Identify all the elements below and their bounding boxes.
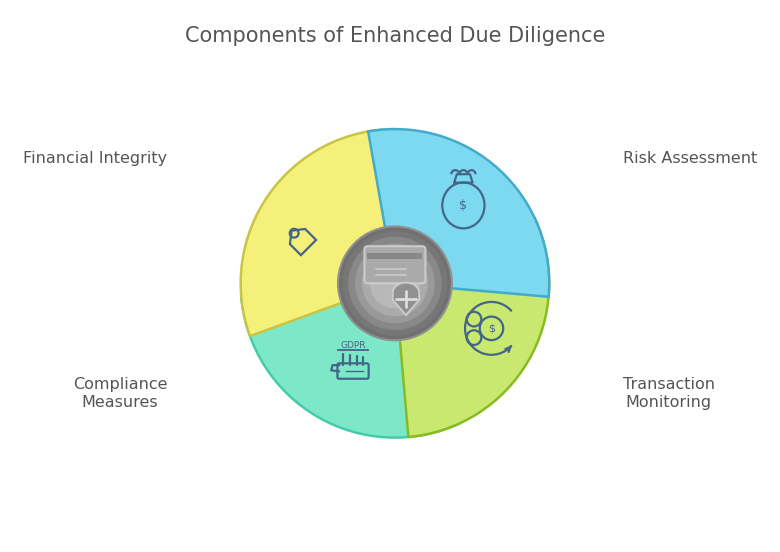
Bar (367, 253, 423, 259)
Wedge shape (241, 129, 395, 336)
Text: $: $ (488, 323, 495, 333)
Text: Transaction
Monitoring: Transaction Monitoring (622, 378, 714, 410)
Circle shape (348, 237, 441, 330)
Text: Financial Integrity: Financial Integrity (23, 151, 167, 166)
Text: Compliance
Measures: Compliance Measures (73, 378, 167, 410)
Text: GDPR: GDPR (340, 342, 366, 351)
Wedge shape (241, 283, 460, 438)
Circle shape (355, 243, 434, 323)
Wedge shape (368, 129, 549, 297)
FancyBboxPatch shape (364, 246, 425, 283)
Circle shape (342, 231, 447, 336)
Text: Risk Assessment: Risk Assessment (622, 151, 757, 166)
Circle shape (370, 258, 420, 309)
Wedge shape (395, 218, 549, 437)
Circle shape (338, 226, 452, 340)
Text: $: $ (459, 199, 467, 212)
Text: Components of Enhanced Due Diligence: Components of Enhanced Due Diligence (185, 26, 605, 46)
Circle shape (362, 250, 428, 316)
Polygon shape (393, 283, 419, 315)
